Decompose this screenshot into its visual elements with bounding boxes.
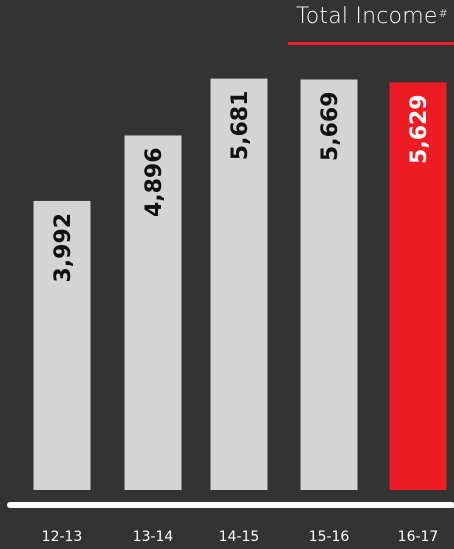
- data-label-16-17: 5,629: [407, 94, 432, 164]
- bar-14-15: [210, 78, 268, 490]
- data-label-12-13: 3,992: [51, 213, 76, 283]
- data-label-14-15: 5,681: [228, 91, 253, 161]
- bar-13-14: [124, 135, 182, 490]
- x-tick-16-17: 16-17: [398, 529, 439, 545]
- bar-16-17: [389, 82, 447, 491]
- bar-15-16: [300, 79, 358, 490]
- bar-12-13: [33, 200, 91, 490]
- title-underline: [288, 42, 454, 45]
- chart-title-text: Total Income: [295, 4, 438, 29]
- x-tick-12-13: 12-13: [42, 529, 83, 545]
- chart-title-footnote-mark: #: [438, 7, 448, 20]
- data-label-15-16: 5,669: [318, 91, 343, 161]
- x-tick-13-14: 13-14: [133, 529, 174, 545]
- data-label-13-14: 4,896: [142, 147, 167, 217]
- chart-title: Total Income#: [296, 4, 448, 29]
- x-tick-14-15: 14-15: [219, 529, 260, 545]
- x-tick-15-16: 15-16: [309, 529, 350, 545]
